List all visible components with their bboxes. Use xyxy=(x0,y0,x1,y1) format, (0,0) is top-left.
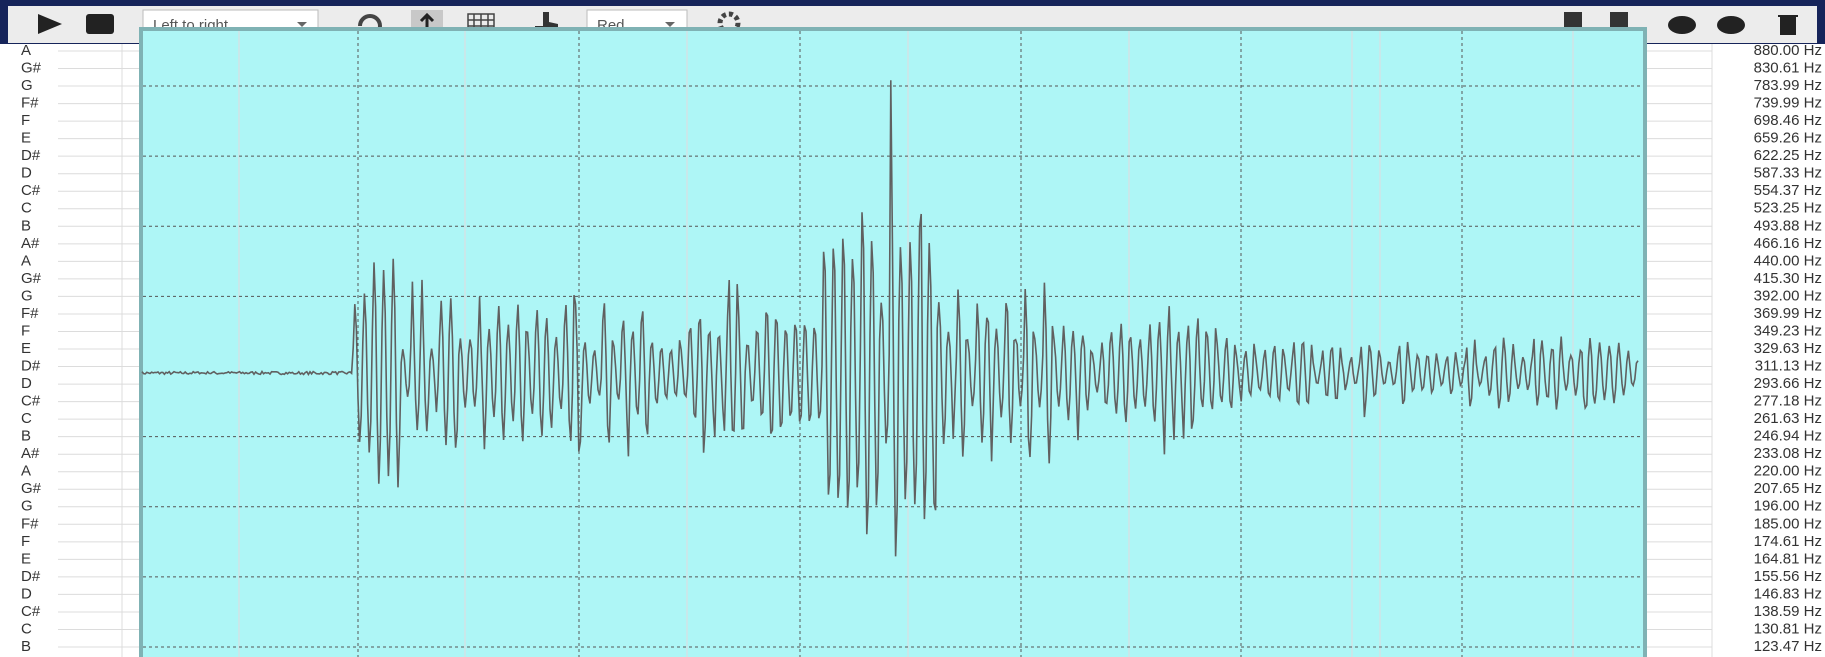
frequency-label: 440.00 Hz xyxy=(1754,252,1822,269)
frequency-label: 587.33 Hz xyxy=(1754,165,1822,182)
play-button[interactable] xyxy=(38,14,62,34)
frequency-label: 207.65 Hz xyxy=(1754,480,1822,497)
frequency-label: 138.59 Hz xyxy=(1754,603,1822,620)
note-label: A# xyxy=(21,235,40,252)
frequency-label: 523.25 Hz xyxy=(1754,200,1822,217)
note-label: G xyxy=(21,287,33,304)
frequency-label: 130.81 Hz xyxy=(1754,620,1822,637)
dropdown-caret xyxy=(665,22,675,27)
note-label: B xyxy=(21,428,31,445)
frequency-label: 739.99 Hz xyxy=(1754,95,1822,112)
frequency-label: 554.37 Hz xyxy=(1754,182,1822,199)
waveform xyxy=(141,80,1639,557)
note-label: D xyxy=(21,375,32,392)
note-label: F xyxy=(21,322,30,339)
frequency-label: 880.00 Hz xyxy=(1754,42,1822,59)
frequency-label: 123.47 Hz xyxy=(1754,638,1822,655)
note-label: D# xyxy=(21,358,41,375)
frequency-label: 196.00 Hz xyxy=(1754,498,1822,515)
frequency-label: 155.56 Hz xyxy=(1754,568,1822,585)
frequency-label: 246.94 Hz xyxy=(1754,428,1822,445)
frequency-label: 493.88 Hz xyxy=(1754,217,1822,234)
frequency-label: 311.13 Hz xyxy=(1755,358,1822,375)
frequency-label: 174.61 Hz xyxy=(1754,533,1822,550)
frequency-label: 146.83 Hz xyxy=(1754,585,1822,602)
note-label: D# xyxy=(21,568,41,585)
note-label: D# xyxy=(21,147,41,164)
selection-grid xyxy=(143,31,1643,657)
note-label: F xyxy=(21,112,30,129)
frequency-label: 261.63 Hz xyxy=(1754,410,1822,427)
note-label: G# xyxy=(21,59,42,76)
note-label: A xyxy=(21,42,31,59)
note-label: F# xyxy=(21,95,39,112)
note-label: B xyxy=(21,217,31,234)
note-label: D xyxy=(21,585,32,602)
frequency-label: 185.00 Hz xyxy=(1754,515,1822,532)
note-label: A# xyxy=(21,445,40,462)
note-label: F# xyxy=(21,305,39,322)
dropdown-caret xyxy=(297,22,307,27)
upload-button[interactable] xyxy=(1668,16,1696,34)
note-label: E xyxy=(21,340,31,357)
frequency-label: 220.00 Hz xyxy=(1754,463,1822,480)
note-label: C xyxy=(21,620,32,637)
delete-button[interactable] xyxy=(1778,15,1798,35)
note-label: C xyxy=(21,200,32,217)
frequency-label: 659.26 Hz xyxy=(1754,130,1822,147)
frequency-label: 329.63 Hz xyxy=(1754,340,1822,357)
frequency-label: 830.61 Hz xyxy=(1754,59,1822,76)
note-label: F# xyxy=(21,515,39,532)
frequency-label: 233.08 Hz xyxy=(1754,445,1822,462)
frequency-label: 622.25 Hz xyxy=(1754,147,1822,164)
note-label: A xyxy=(21,252,31,269)
frequency-label: 698.46 Hz xyxy=(1754,112,1822,129)
frequency-label: 349.23 Hz xyxy=(1754,322,1822,339)
frequency-label: 277.18 Hz xyxy=(1754,393,1822,410)
note-label: F xyxy=(21,533,30,550)
frequency-label: 293.66 Hz xyxy=(1754,375,1822,392)
frequency-label: 392.00 Hz xyxy=(1754,287,1822,304)
frequency-label: 164.81 Hz xyxy=(1754,550,1822,567)
note-label: E xyxy=(21,130,31,147)
note-label: G xyxy=(21,498,33,515)
download-button[interactable] xyxy=(1717,16,1745,34)
frequency-label: 783.99 Hz xyxy=(1754,77,1822,94)
note-label: G xyxy=(21,77,33,94)
note-label: E xyxy=(21,550,31,567)
note-label: C# xyxy=(21,182,41,199)
labels: A 880.00 Hz G# 830.61 Hz G 783.99 Hz F# 739.99 … xyxy=(21,42,1822,655)
note-label: C# xyxy=(21,603,41,620)
note-label: C# xyxy=(21,393,41,410)
note-label: A xyxy=(21,463,31,480)
note-label: B xyxy=(21,638,31,655)
note-label: C xyxy=(21,410,32,427)
frequency-label: 369.99 Hz xyxy=(1754,305,1822,322)
frequency-label: 466.16 Hz xyxy=(1754,235,1822,252)
grid-icon-lines xyxy=(468,14,494,32)
stop-button[interactable] xyxy=(86,14,114,34)
note-label: G# xyxy=(21,270,42,287)
note-label: D xyxy=(21,165,32,182)
frequency-label: 415.30 Hz xyxy=(1754,270,1822,287)
note-label: G# xyxy=(21,480,42,497)
